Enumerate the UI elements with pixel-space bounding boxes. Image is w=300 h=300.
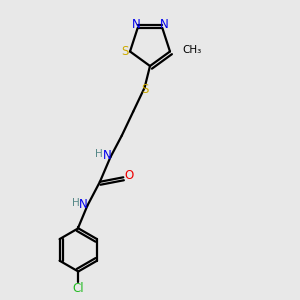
Text: O: O <box>125 169 134 182</box>
Text: N: N <box>79 197 88 211</box>
Text: N: N <box>102 149 111 162</box>
Text: N: N <box>131 18 140 31</box>
Text: CH₃: CH₃ <box>183 45 202 55</box>
Text: H: H <box>72 198 80 208</box>
Text: N: N <box>160 18 169 31</box>
Text: S: S <box>141 82 148 96</box>
Text: H: H <box>95 149 103 159</box>
Text: Cl: Cl <box>73 281 84 295</box>
Text: S: S <box>121 45 128 58</box>
